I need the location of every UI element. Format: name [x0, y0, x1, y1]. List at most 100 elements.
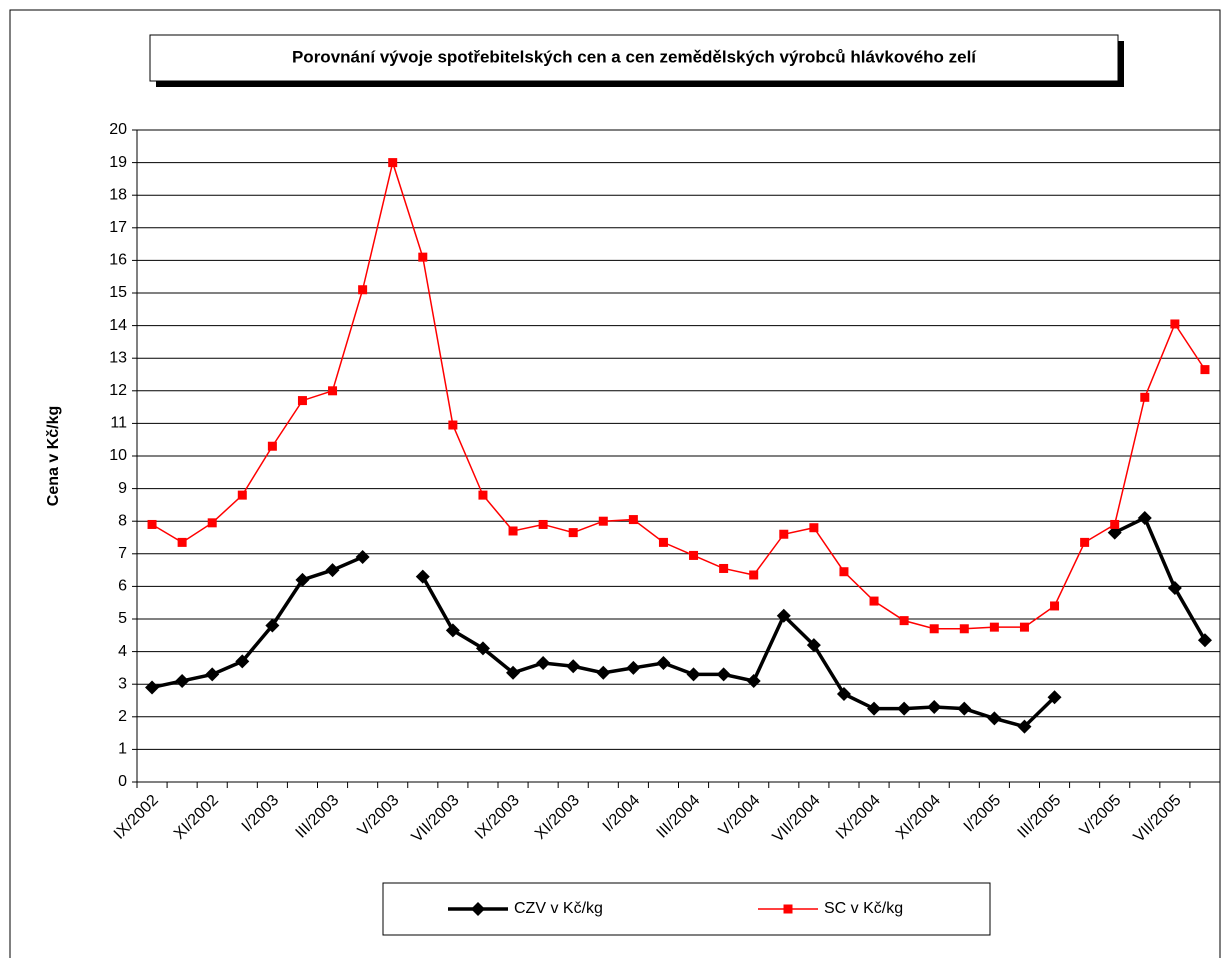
data-point	[418, 252, 428, 262]
data-point	[1107, 525, 1122, 540]
data-point	[297, 396, 307, 406]
data-point	[809, 523, 819, 533]
y-tick-label: 9	[118, 480, 127, 497]
y-tick-label: 2	[118, 708, 127, 725]
legend-label: SC v Kč/kg	[824, 900, 903, 917]
data-point	[628, 515, 638, 525]
data-point	[1140, 392, 1150, 402]
y-tick-label: 20	[109, 121, 127, 138]
data-point	[806, 638, 821, 653]
data-point	[899, 616, 909, 626]
data-point	[207, 518, 217, 528]
data-point	[328, 386, 338, 396]
data-point	[237, 490, 247, 500]
y-tick-label: 0	[118, 773, 127, 790]
chart-border	[9, 9, 1221, 958]
data-point	[415, 569, 430, 584]
data-point	[1137, 510, 1152, 525]
data-point	[989, 622, 999, 632]
data-point	[719, 563, 729, 573]
data-point	[1110, 519, 1120, 529]
data-point	[1200, 365, 1210, 375]
data-point	[1019, 622, 1029, 632]
data-point	[568, 528, 578, 538]
y-tick-label: 14	[109, 317, 127, 334]
series-line	[151, 159, 1206, 630]
data-point	[776, 608, 791, 623]
data-point	[175, 673, 190, 688]
data-point	[686, 667, 701, 682]
y-tick-label: 17	[109, 219, 127, 236]
y-tick-label: 18	[109, 186, 127, 203]
data-point	[869, 596, 879, 606]
data-point	[927, 700, 942, 715]
y-tick-label: 8	[118, 512, 127, 529]
data-point	[598, 516, 608, 526]
data-point	[475, 641, 490, 656]
data-point	[596, 665, 611, 680]
y-tick-label: 15	[109, 284, 127, 301]
legend-marker	[783, 904, 793, 914]
y-tick-label: 16	[109, 252, 127, 269]
data-point	[536, 656, 551, 671]
y-tick-label: 6	[118, 578, 127, 595]
data-point	[1017, 719, 1032, 734]
data-point	[177, 537, 187, 547]
data-point	[1197, 633, 1212, 648]
data-point	[1170, 319, 1180, 329]
data-point	[836, 686, 851, 701]
data-point	[325, 563, 340, 578]
data-point	[867, 701, 882, 716]
chart-title: Porovnání vývoje spotřebitelských cen a …	[292, 47, 977, 66]
data-point	[929, 624, 939, 634]
title-box	[149, 34, 1119, 82]
data-point	[1050, 601, 1060, 611]
data-point	[957, 701, 972, 716]
data-point	[355, 550, 370, 565]
y-tick-label: 7	[118, 545, 127, 562]
data-point	[448, 420, 458, 430]
y-tick-label: 19	[109, 154, 127, 171]
data-point	[358, 285, 368, 295]
data-point	[656, 656, 671, 671]
data-point	[265, 618, 280, 633]
data-point	[478, 490, 488, 500]
data-point	[626, 660, 641, 675]
y-tick-label: 3	[118, 675, 127, 692]
data-point	[779, 529, 789, 539]
data-point	[959, 624, 969, 634]
data-point	[746, 673, 761, 688]
data-point	[295, 572, 310, 587]
data-point	[205, 667, 220, 682]
y-tick-label: 1	[118, 741, 127, 758]
y-tick-label: 12	[109, 382, 127, 399]
data-point	[538, 519, 548, 529]
data-point	[566, 659, 581, 674]
data-point	[839, 567, 849, 577]
data-point	[508, 526, 518, 536]
data-point	[716, 667, 731, 682]
data-point	[1080, 537, 1090, 547]
data-point	[987, 711, 1002, 726]
data-point	[1047, 690, 1062, 705]
legend-marker	[471, 902, 485, 916]
y-tick-label: 5	[118, 610, 127, 627]
y-tick-label: 4	[118, 643, 127, 660]
data-point	[445, 623, 460, 638]
y-tick-label: 13	[109, 349, 127, 366]
data-point	[897, 701, 912, 716]
data-point	[749, 570, 759, 580]
data-point	[147, 519, 157, 529]
data-point	[658, 537, 668, 547]
data-point	[267, 441, 277, 451]
y-tick-label: 11	[110, 415, 127, 432]
y-tick-label: 10	[109, 447, 127, 464]
y-axis-label: Cena v Kč/kg	[45, 406, 62, 506]
data-point	[689, 550, 699, 560]
data-point	[145, 680, 160, 695]
data-point	[388, 158, 398, 168]
data-point	[506, 665, 521, 680]
data-point	[235, 654, 250, 669]
legend-label: CZV v Kč/kg	[514, 900, 603, 917]
